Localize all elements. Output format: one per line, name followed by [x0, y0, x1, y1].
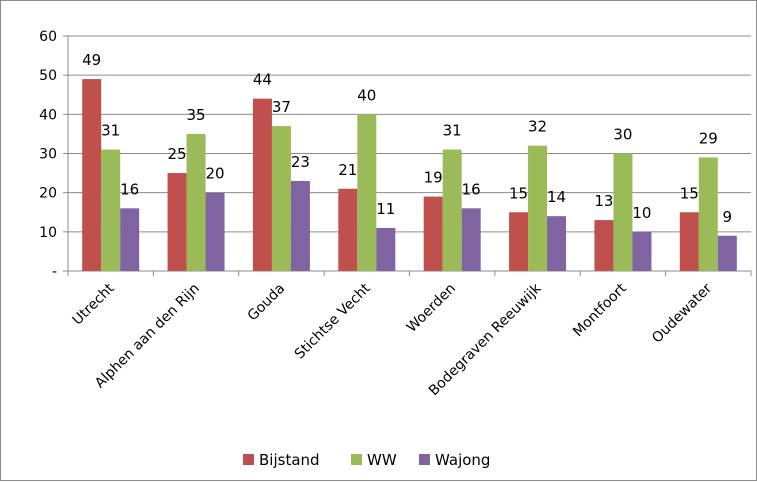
legend-swatch-ww: [351, 454, 362, 465]
x-category-label: Woerden: [404, 281, 459, 336]
data-label: 14: [547, 188, 566, 206]
bar-bijstand: [82, 79, 102, 271]
data-label: 30: [613, 126, 632, 144]
y-tick-label: 40: [39, 107, 57, 123]
bar-wajong: [205, 192, 225, 271]
data-label: 49: [82, 51, 101, 69]
y-tick-label: 10: [39, 225, 57, 241]
bar-wajong: [461, 208, 481, 271]
bar-wajong: [120, 208, 140, 271]
legend-label-wajong: Wajong: [435, 451, 490, 469]
bar-bijstand: [167, 173, 187, 271]
bar-bijstand: [252, 98, 272, 272]
bar-ww: [101, 149, 121, 271]
data-label: 13: [594, 192, 613, 210]
bar-ww: [271, 126, 291, 271]
legend: Bijstand WW Wajong: [243, 451, 490, 469]
data-label: 29: [699, 129, 718, 147]
bar-ww: [442, 149, 462, 271]
bar-bijstand: [423, 196, 443, 271]
data-label: 16: [462, 180, 481, 198]
bar-bijstand: [594, 220, 614, 271]
data-label: 15: [509, 184, 528, 202]
legend-swatch-wajong: [419, 454, 430, 465]
y-tick-label: -: [52, 264, 57, 280]
bar-ww: [528, 145, 548, 271]
data-label: 10: [632, 204, 651, 222]
data-label: 15: [680, 184, 699, 202]
y-tick-label: 50: [39, 68, 57, 84]
data-label: 31: [443, 122, 462, 140]
data-label: 32: [528, 118, 547, 136]
legend-label-bijstand: Bijstand: [259, 451, 320, 469]
bar-wajong: [632, 231, 652, 271]
data-label: 9: [723, 208, 733, 226]
data-label: 31: [101, 122, 120, 140]
data-label: 23: [291, 153, 310, 171]
data-label: 16: [120, 180, 139, 198]
bar-bijstand: [509, 212, 529, 271]
y-tick-label: 30: [39, 147, 57, 163]
bar-wajong: [290, 180, 310, 271]
data-label: 11: [376, 200, 395, 218]
data-label: 21: [338, 161, 357, 179]
data-label: 40: [357, 86, 376, 104]
bar-ww: [357, 114, 377, 271]
bar-bijstand: [679, 212, 699, 271]
legend-swatch-bijstand: [243, 454, 254, 465]
bar-ww: [698, 157, 718, 271]
y-tick-label: 60: [39, 29, 57, 45]
bar-ww: [613, 153, 633, 271]
x-category-label: Montfoort: [570, 280, 630, 340]
data-label: 20: [206, 165, 225, 183]
data-label: 25: [168, 145, 187, 163]
bar-ww: [186, 133, 206, 271]
data-label: 44: [253, 71, 272, 89]
y-tick-label: 20: [39, 186, 57, 202]
bar-bijstand: [338, 188, 358, 271]
x-category-label: Oudewater: [649, 280, 715, 346]
y-axis-tick-labels: - 10 20 30 40 50 60: [39, 29, 57, 280]
data-label: 19: [424, 169, 443, 187]
x-category-label: Stichtse Vecht: [292, 280, 374, 362]
bar-wajong: [717, 235, 737, 271]
legend-label-ww: WW: [367, 451, 397, 469]
bar-wajong: [376, 227, 396, 271]
x-category-label: Gouda: [245, 281, 289, 325]
data-label: 37: [272, 98, 291, 116]
bar-wajong: [547, 216, 567, 271]
bars: [82, 79, 737, 272]
data-label: 35: [187, 106, 206, 124]
x-category-label: Utrecht: [70, 280, 118, 328]
